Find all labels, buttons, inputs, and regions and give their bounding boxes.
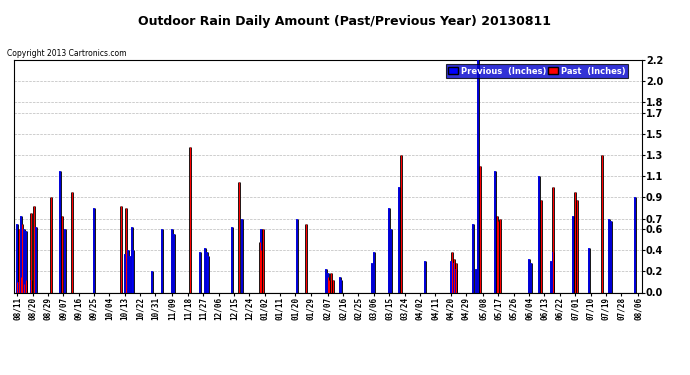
Text: Outdoor Rain Daily Amount (Past/Previous Year) 20130811: Outdoor Rain Daily Amount (Past/Previous… [139, 15, 551, 28]
Text: Copyright 2013 Cartronics.com: Copyright 2013 Cartronics.com [7, 49, 126, 58]
Legend: Previous  (Inches), Past  (Inches): Previous (Inches), Past (Inches) [446, 64, 628, 78]
